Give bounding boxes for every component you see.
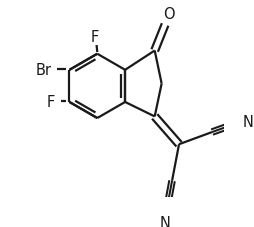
Text: F: F [46,95,54,110]
Text: O: O [163,7,174,22]
Text: N: N [243,114,254,129]
Text: F: F [90,30,99,44]
Text: Br: Br [35,63,51,78]
Text: N: N [160,215,170,227]
